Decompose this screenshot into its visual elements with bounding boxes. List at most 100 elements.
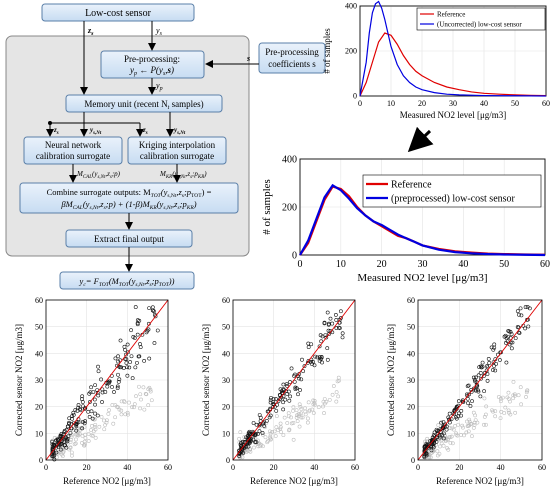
raw-point — [126, 412, 130, 417]
corrected-point — [116, 379, 121, 384]
x-tick-label: 50 — [499, 259, 509, 270]
raw-point — [334, 399, 339, 404]
raw-point — [456, 422, 461, 427]
raw-point — [453, 423, 457, 428]
raw-point — [447, 435, 451, 440]
corrected-point — [465, 384, 470, 389]
corrected-point — [431, 445, 436, 450]
preprocessing-coefficients-box — [258, 42, 326, 74]
corrected-point — [470, 399, 474, 404]
corrected-point — [441, 426, 446, 431]
raw-point — [287, 427, 292, 432]
corrected-point — [281, 387, 286, 392]
raw-point — [72, 442, 77, 447]
raw-point — [483, 412, 488, 417]
corrected-point — [128, 360, 133, 364]
raw-point — [518, 385, 523, 390]
raw-point — [467, 417, 472, 422]
raw-point — [506, 408, 511, 413]
y-tick-label: 60 — [35, 296, 43, 305]
raw-point — [482, 396, 487, 401]
raw-point — [316, 405, 321, 409]
raw-point — [141, 385, 146, 390]
scatter-panel-right: 0 20 40 60 0 10 20 30 40 50 60 Reference NO2 [μg/m3… — [386, 296, 546, 486]
corrected-point — [315, 355, 320, 360]
corrected-point — [492, 364, 496, 368]
raw-point — [146, 387, 151, 392]
x-tick-label: 60 — [542, 99, 550, 108]
corrected-point — [494, 361, 499, 366]
corrected-point — [100, 400, 104, 404]
corrected-point — [245, 439, 250, 444]
corrected-point — [306, 345, 311, 349]
x-axis-label: Reference NO2 [μg/m3] — [63, 476, 151, 486]
raw-point — [330, 392, 335, 397]
corrected-point — [89, 385, 93, 390]
corrected-point — [298, 388, 302, 392]
corrected-point — [485, 365, 490, 370]
x-tick-label: 30 — [449, 99, 457, 108]
corrected-point — [507, 329, 512, 334]
corrected-point — [281, 407, 286, 412]
corrected-point — [487, 361, 492, 365]
corrected-point — [509, 332, 514, 337]
raw-point — [142, 407, 147, 412]
corrected-point — [74, 424, 79, 429]
raw-point — [80, 440, 84, 445]
corrected-point — [517, 331, 522, 335]
corrected-point — [93, 383, 97, 387]
raw-point — [297, 424, 302, 429]
corrected-point — [325, 310, 330, 315]
corrected-point — [334, 318, 339, 322]
raw-point — [86, 439, 91, 443]
raw-point — [119, 412, 124, 417]
corrected-point — [468, 404, 473, 408]
raw-point — [496, 395, 501, 399]
scatter-panel-middle: 0 20 40 60 0 10 20 30 40 50 60 Reference NO2 [μg/m3… — [201, 296, 359, 486]
y-tick-label: 200 — [345, 47, 357, 56]
raw-point — [289, 415, 293, 420]
x-tick-label: 60 — [538, 463, 546, 472]
y-tick-label: 20 — [407, 403, 415, 412]
raw-point — [303, 412, 308, 417]
raw-point — [79, 420, 84, 425]
raw-point — [468, 422, 473, 426]
raw-point — [511, 379, 516, 384]
corrected-point — [441, 420, 446, 424]
corrected-point — [62, 430, 67, 435]
corrected-point — [330, 321, 335, 326]
corrected-point — [466, 401, 470, 406]
corrected-point — [319, 355, 324, 360]
corrected-point — [93, 411, 97, 416]
x-tick-label: 60 — [164, 463, 172, 472]
corrected-point — [509, 346, 514, 351]
corrected-point — [337, 325, 341, 330]
raw-point — [322, 411, 326, 415]
combine-line1: Combine surrogate outputs: MTOT(ys,Nt,zs… — [47, 187, 212, 199]
raw-point — [291, 405, 296, 410]
raw-point — [75, 432, 80, 437]
corrected-point — [288, 380, 292, 384]
raw-point — [524, 390, 529, 395]
raw-point — [102, 427, 107, 432]
corrected-point — [328, 316, 333, 321]
raw-point — [89, 433, 94, 438]
x-tick-label: 20 — [455, 463, 463, 472]
y-tick-label: 200 — [282, 202, 297, 213]
x-tick-label: 20 — [377, 259, 387, 270]
raw-point — [149, 398, 154, 403]
raw-point — [305, 420, 310, 425]
corrected-point — [479, 365, 484, 370]
corrected-point — [299, 377, 304, 382]
x-tick-label: 0 — [298, 259, 303, 270]
raw-point — [466, 424, 471, 428]
legend-box — [416, 7, 546, 31]
yp-label: yp — [155, 81, 163, 92]
corrected-point — [478, 371, 483, 375]
final-output-label: yc= FTOT(MTOT(ys,Nt,zs;pTOT)) — [79, 276, 175, 288]
mkr-label: MKR(ys,Nt,zs;pKR) — [159, 170, 207, 180]
raw-point — [286, 411, 291, 416]
raw-point — [139, 397, 143, 402]
corrected-point — [115, 384, 120, 389]
corrected-point — [518, 306, 523, 311]
